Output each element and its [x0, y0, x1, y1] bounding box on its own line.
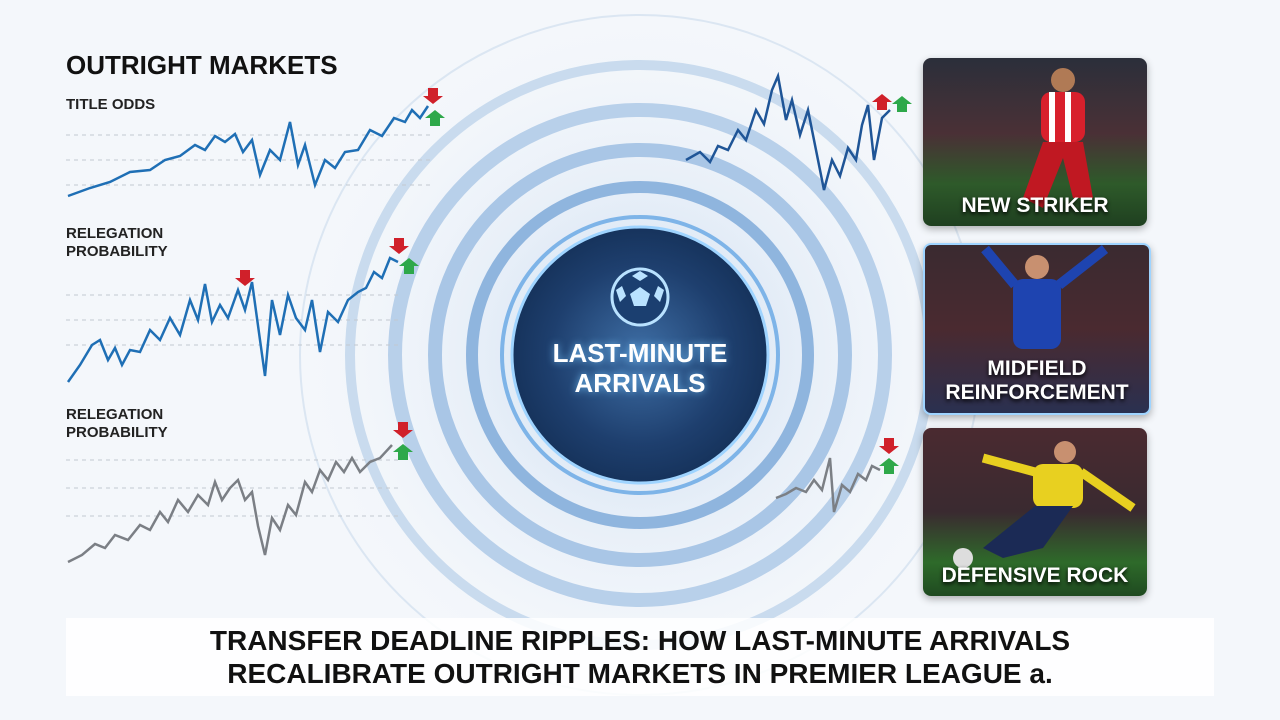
card-caption: DEFENSIVE ROCK	[941, 564, 1129, 587]
player-figure	[981, 245, 1109, 349]
panel-label: RELEGATION PROBABILITY	[66, 406, 168, 441]
card-caption: NEW STRIKER	[961, 194, 1109, 217]
sparklines	[66, 71, 891, 564]
footer-title: TRANSFER DEADLINE RIPPLES: HOW LAST-MINU…	[209, 625, 1071, 689]
footer-band	[66, 618, 1214, 696]
card-caption: MIDFIELD REINFORCEMENT	[945, 357, 1129, 404]
player-card: DEFENSIVE ROCK	[923, 428, 1147, 596]
arrows	[235, 88, 912, 474]
core	[510, 225, 770, 485]
player-figure	[953, 441, 1136, 568]
center-label: LAST-MINUTE ARRIVALS	[552, 338, 728, 398]
player-card: MIDFIELD REINFORCEMENT	[923, 243, 1151, 415]
player-figure	[1023, 68, 1093, 208]
heading: OUTRIGHT MARKETS	[66, 50, 338, 80]
ball-icon	[610, 267, 670, 327]
panel-label: TITLE ODDS	[66, 96, 156, 113]
panel-label: RELEGATION PROBABILITY	[66, 225, 168, 260]
player-card: NEW STRIKER	[923, 58, 1147, 226]
